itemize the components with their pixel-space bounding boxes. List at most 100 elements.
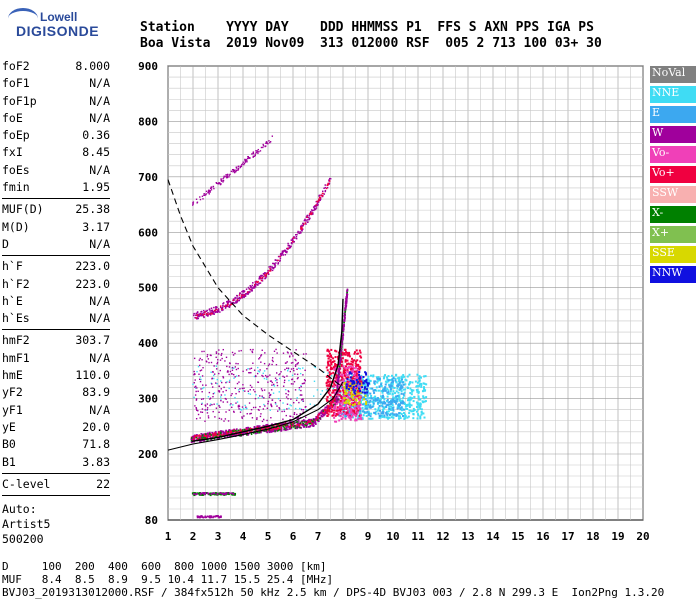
echo-point-nnw (345, 385, 348, 388)
echo-point-w (230, 302, 232, 305)
echo-point-x-minus (191, 492, 194, 495)
echo-point-nnw (362, 375, 365, 378)
echo-point-vo-minus (340, 406, 343, 409)
echo-point-w (218, 437, 221, 440)
echo-point-w (311, 423, 314, 426)
echo-point-vo-minus (338, 419, 341, 422)
param-value: N/A (89, 293, 110, 308)
echo-point-x-minus (270, 426, 273, 429)
echo-point-vo-plus (356, 359, 359, 362)
echo-point-e (373, 391, 376, 394)
echo-point-sse (365, 402, 368, 405)
echo-point-nne (365, 414, 368, 417)
echo-point-x-minus (312, 420, 314, 423)
legend-item-x: X- (650, 206, 696, 223)
echo-point-w (297, 230, 299, 233)
echo-point-nne (387, 416, 390, 419)
echo-point-w (293, 412, 296, 414)
echo-point-w (219, 369, 221, 372)
echo-point-w (225, 411, 227, 413)
echo-point-w (204, 515, 207, 518)
echo-point-nne (377, 406, 380, 409)
echo-point-e (367, 412, 370, 415)
param-row: foE N/A (2, 110, 110, 127)
echo-point-e (383, 387, 386, 390)
echo-point-w (243, 290, 245, 293)
echo-point-e (374, 397, 377, 400)
echo-point-w (242, 384, 244, 386)
echo-point-vo-plus (332, 366, 335, 369)
echo-point-w (233, 411, 235, 413)
echo-point-vo-plus (238, 294, 241, 296)
echo-point-nne (374, 395, 377, 398)
echo-point-w (207, 415, 210, 417)
echo-point-w (220, 399, 222, 402)
echo-point-vo-minus (354, 386, 357, 389)
echo-point-w (346, 288, 349, 291)
echo-point-w (338, 363, 341, 366)
echo-point-w (285, 362, 287, 364)
echo-point-w (191, 435, 194, 438)
echo-point-vo-plus (277, 425, 280, 428)
echo-point-vo-plus (256, 429, 258, 432)
param-value: 223.0 (75, 276, 110, 291)
echo-point-w (311, 209, 313, 211)
echo-point-w (283, 410, 286, 413)
echo-point-w (337, 379, 339, 382)
echo-point-w (200, 398, 203, 400)
echo-point-x-minus (234, 429, 237, 432)
echo-point-w (282, 250, 284, 253)
autoscale-info-line: Auto: (2, 502, 37, 517)
echo-point-w (316, 203, 318, 205)
echo-point-vo-plus (331, 385, 334, 388)
echo-point-nnw (365, 373, 368, 376)
echo-point-vo-minus (337, 401, 340, 404)
echo-point-nnw (354, 389, 357, 392)
echo-point-vo-plus (291, 424, 293, 427)
echo-point-w (343, 315, 346, 318)
echo-point-w (342, 338, 344, 340)
echo-point-nne (362, 414, 365, 417)
param-value: N/A (89, 93, 110, 108)
echo-point-nne (403, 417, 406, 420)
echo-point-vo-plus (330, 402, 333, 405)
echo-point-w (337, 377, 339, 380)
echo-point-nne (400, 380, 403, 383)
echo-point-w (299, 413, 301, 415)
echo-point-x-minus (219, 432, 222, 435)
echo-point-w (226, 401, 229, 403)
echo-point-vo-plus (334, 373, 337, 376)
echo-point-x-minus (211, 493, 214, 496)
echo-point-w (239, 166, 241, 169)
echo-point-w (222, 430, 225, 433)
echo-point-w (212, 310, 215, 313)
echo-point-x-minus (227, 491, 230, 494)
echo-point-vo-minus (334, 405, 337, 408)
echo-point-w (193, 314, 195, 317)
echo-point-e (379, 409, 382, 412)
echo-point-nne (209, 403, 212, 405)
echo-point-w (257, 148, 259, 151)
echo-point-w (217, 309, 219, 312)
echo-point-x-minus (227, 430, 229, 433)
echo-point-vo-minus (334, 366, 337, 369)
echo-point-w (244, 431, 247, 434)
echo-point-vo-plus (282, 424, 285, 427)
echo-point-x-minus (219, 435, 222, 437)
echo-point-w (210, 311, 212, 314)
param-value: 20.0 (82, 419, 110, 434)
echo-point-vo-minus (354, 414, 357, 417)
echo-point-vo-minus (340, 418, 343, 421)
header-row-labels: Station YYYY DAY DDD HHMMSS P1 FFS S AXN… (140, 20, 594, 35)
echo-point-x-minus (316, 419, 319, 422)
echo-point-w (249, 413, 251, 415)
autoscale-info-line: Artist5 (2, 517, 51, 532)
echo-point-w (201, 375, 204, 377)
echo-point-w (231, 351, 234, 354)
echo-point-vo-plus (331, 399, 334, 402)
echo-point-vo-minus (346, 367, 349, 370)
echo-point-w (325, 410, 328, 413)
echo-point-vo-plus (338, 393, 341, 396)
echo-point-e (371, 387, 374, 390)
echo-point-w (257, 425, 260, 428)
